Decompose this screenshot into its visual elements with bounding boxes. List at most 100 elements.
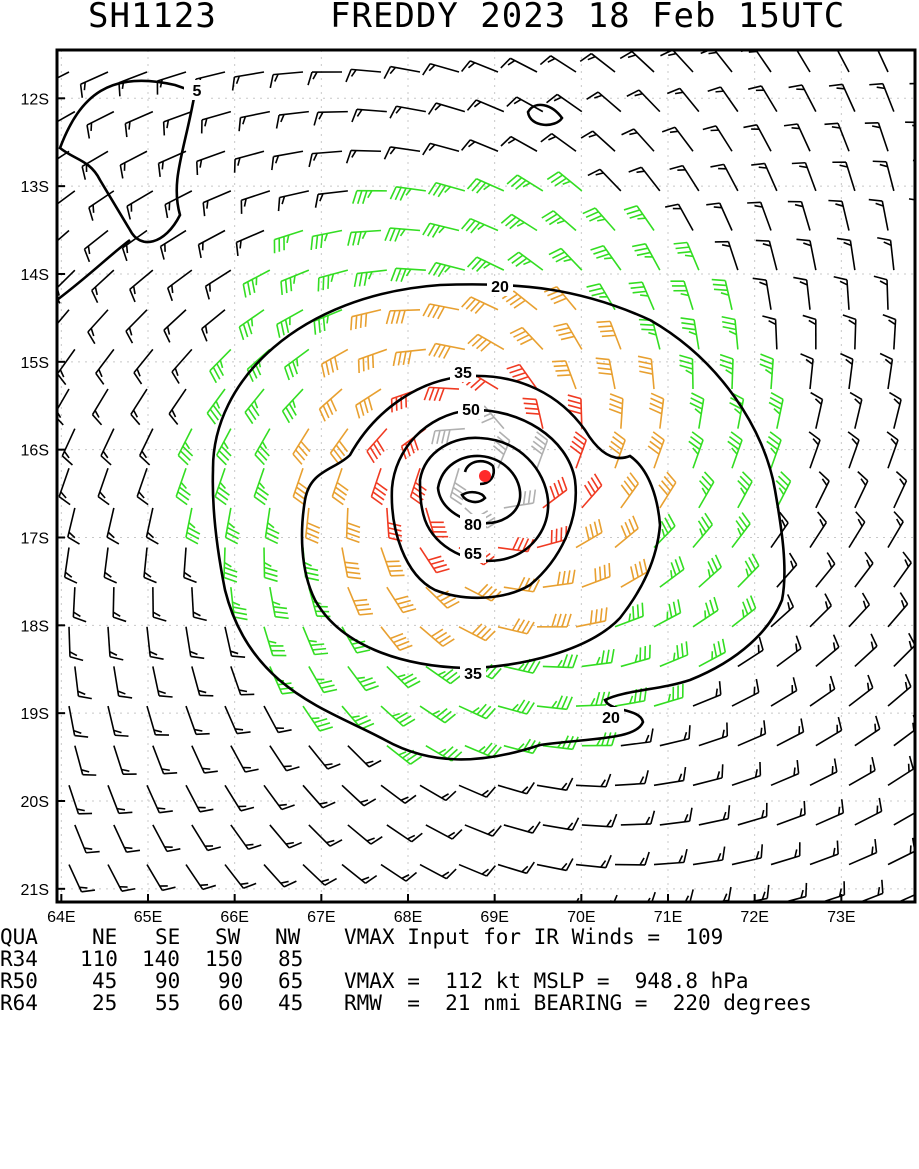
wind-barb-feather bbox=[840, 281, 847, 285]
wind-barb-feather bbox=[680, 365, 693, 369]
wind-barb-feather bbox=[406, 269, 410, 276]
wind-barb-feather bbox=[347, 533, 360, 538]
wind-barb-feather bbox=[165, 205, 167, 218]
wind-barb-feather bbox=[756, 679, 758, 692]
wind-barb-feather bbox=[134, 286, 135, 294]
wind-barb-feather bbox=[316, 194, 318, 207]
wind-barb-feather bbox=[580, 54, 591, 62]
wind-barb-feather bbox=[74, 612, 81, 616]
wind-barb-feather bbox=[558, 572, 560, 585]
lat-tick-label: 17S bbox=[21, 530, 49, 547]
wind-barb-feather bbox=[385, 228, 390, 241]
wind-barb-feather bbox=[759, 637, 763, 650]
wind-barb-feather bbox=[363, 358, 364, 372]
wind-barb-feather bbox=[559, 332, 572, 335]
wind-barb-feather bbox=[743, 610, 744, 618]
wind-barb-feather bbox=[110, 652, 117, 656]
wind-barb-feather bbox=[359, 614, 373, 615]
lat-tick-label: 14S bbox=[21, 267, 49, 284]
wind-barb-feather bbox=[735, 409, 741, 414]
wind-barb-feather bbox=[689, 725, 690, 739]
contour-label: 5 bbox=[193, 83, 202, 100]
wind-barb-feather bbox=[398, 675, 406, 677]
wind-barb-feather bbox=[357, 110, 362, 117]
wind-barb-feather bbox=[671, 570, 672, 578]
wind-barb-feather bbox=[439, 346, 445, 358]
wind-barb-feather bbox=[554, 483, 559, 496]
wind-barb-feather bbox=[268, 523, 274, 528]
wind-barb-feather bbox=[400, 188, 406, 200]
wind-barb-feather bbox=[274, 612, 288, 614]
wind-barb-feather bbox=[607, 732, 611, 745]
wind-barb-feather bbox=[435, 104, 441, 110]
lat-tick-label: 18S bbox=[21, 618, 49, 635]
wind-barb-feather bbox=[746, 569, 748, 577]
wind-barb-feather bbox=[552, 252, 564, 258]
wind-barb-feather bbox=[347, 538, 360, 543]
wind-barb-feather bbox=[203, 203, 204, 217]
lat-tick-label: 12S bbox=[21, 91, 49, 108]
wind-barb-feather bbox=[259, 482, 264, 488]
wind-barb-feather bbox=[400, 229, 405, 236]
wind-barb-feather bbox=[408, 835, 415, 839]
contour-eye bbox=[462, 492, 485, 502]
wind-barb-feather bbox=[363, 191, 367, 204]
wind-barb-feather bbox=[275, 74, 278, 81]
wind-barb-feather bbox=[627, 210, 640, 214]
wind-barb-feather bbox=[434, 565, 447, 569]
wind-barb-feather bbox=[586, 527, 589, 540]
wind-barb-feather bbox=[191, 656, 204, 658]
wind-barb-feather bbox=[879, 798, 881, 811]
wind-barb-feather bbox=[690, 403, 702, 409]
wind-barb-feather bbox=[600, 331, 614, 332]
wind-barb-feather bbox=[386, 311, 390, 324]
wind-barb-feather bbox=[591, 246, 604, 250]
wind-barb-feather bbox=[307, 528, 320, 533]
wind-barb-feather bbox=[902, 600, 905, 608]
wind-barb-feather bbox=[681, 318, 694, 320]
wind-barb-feather bbox=[46, 250, 51, 262]
wind-barb-feather bbox=[691, 393, 703, 399]
wind-barb-feather bbox=[822, 45, 835, 48]
wind-barb-feather bbox=[682, 328, 695, 330]
wind-barb-feather bbox=[424, 387, 429, 400]
wind-barb-feather bbox=[903, 552, 911, 563]
wind-barb-feather bbox=[589, 288, 602, 291]
wind-barb-feather bbox=[397, 641, 410, 646]
col-nw: NW bbox=[275, 926, 300, 948]
wind-barb-feather bbox=[554, 97, 561, 100]
wind-barb-feather bbox=[753, 278, 766, 280]
wind-barb-shaft bbox=[621, 904, 651, 905]
wind-barb-feather bbox=[501, 137, 511, 146]
wind-barb-feather bbox=[606, 774, 611, 787]
wind-barb-feather bbox=[361, 314, 362, 328]
cell-nw: 85 bbox=[278, 948, 303, 970]
wind-barb-feather bbox=[202, 768, 210, 769]
wind-barb-feather bbox=[846, 359, 852, 364]
wind-barb-feather bbox=[855, 399, 861, 405]
wind-barb-feather bbox=[514, 331, 526, 337]
wind-barb-feather bbox=[429, 65, 435, 71]
wind-barb-feather bbox=[482, 869, 488, 874]
wind-barb-feather bbox=[323, 277, 324, 291]
wind-barb-feather bbox=[897, 519, 901, 526]
wind-barb-feather bbox=[359, 359, 360, 373]
wind-barb-feather bbox=[321, 879, 329, 881]
wind-barb-feather bbox=[540, 56, 550, 65]
wind-barb-feather bbox=[181, 482, 186, 488]
wind-barb-feather bbox=[596, 692, 599, 705]
wind-barb-feather bbox=[804, 801, 805, 815]
wind-barb-feather bbox=[872, 757, 875, 770]
wind-barb-feather bbox=[50, 247, 52, 255]
wind-barb-feather bbox=[487, 787, 496, 797]
wind-barb-feather bbox=[368, 191, 372, 198]
wind-barb-feather bbox=[87, 125, 89, 138]
wind-barb-feather bbox=[601, 608, 602, 622]
wind-barb-feather bbox=[206, 326, 207, 334]
wind-barb-feather bbox=[162, 887, 175, 890]
wind-barb-feather bbox=[199, 245, 202, 258]
wind-barb-feather bbox=[662, 529, 664, 537]
wind-barb-feather bbox=[487, 866, 496, 876]
wind-barb-feather bbox=[771, 448, 776, 454]
wind-barb-feather bbox=[81, 84, 83, 98]
